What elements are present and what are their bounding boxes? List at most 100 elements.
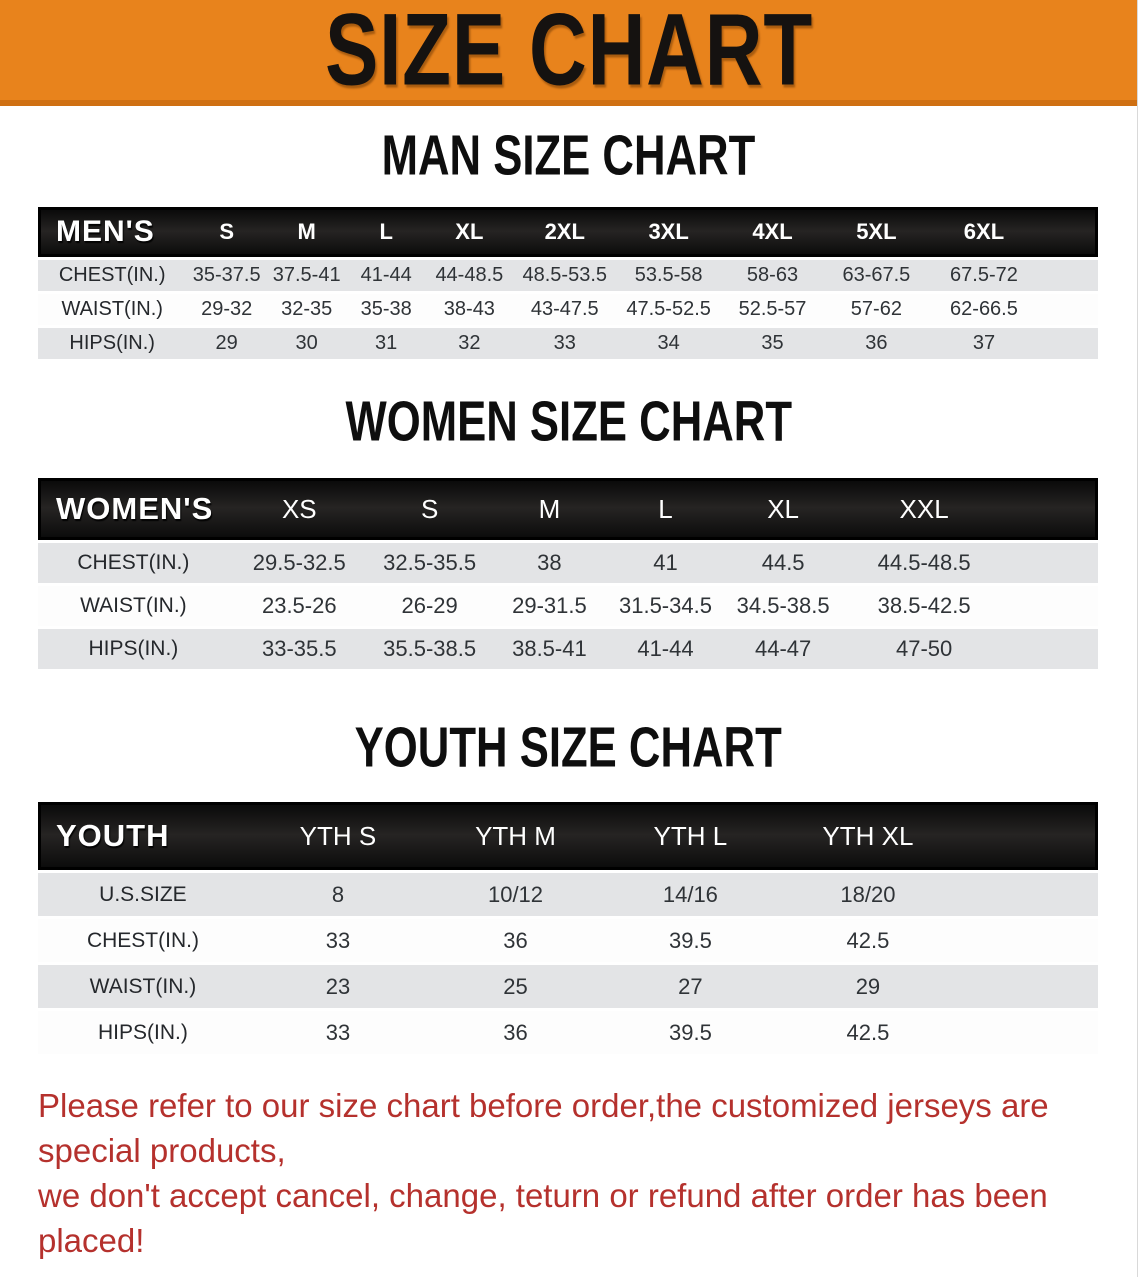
size-value-cell: 39.5 [668, 927, 712, 953]
youth-heading: YOUTH SIZE CHART [0, 716, 1137, 780]
size-value-cell: 47.5-52.5 [626, 298, 711, 320]
size-value-cell: 52.5-57 [738, 298, 807, 320]
header-row: YOUTH YTH S YTH M YTH L YTH XL [38, 802, 1098, 870]
size-value-cell: 42.5 [846, 927, 890, 953]
size-value-cell: 39.5 [668, 1019, 712, 1045]
filler-cell [958, 1011, 1098, 1054]
row-label: WAIST(IN.) [80, 594, 187, 617]
disclaimer-line-2: we don't accept cancel, change, teturn o… [38, 1177, 1048, 1259]
corner-label: WOMEN'S [38, 478, 229, 540]
size-value-cell: 23.5-26 [261, 593, 337, 618]
size-value-cell: 32.5-35.5 [383, 550, 477, 575]
corner-label: MEN'S [38, 207, 187, 257]
row-label: CHEST(IN.) [86, 928, 199, 952]
table-row: WAIST(IN.) 23 25 27 29 [38, 965, 1098, 1008]
section-men: MAN SIZE CHART MEN'S S M L XL 2XL 3XL 4XL 5XL 6XL… [0, 124, 1137, 362]
size-value-cell: 29 [215, 332, 238, 354]
row-label: HIPS(IN.) [88, 637, 179, 660]
size-value-cell: 27 [678, 973, 703, 999]
size-value-cell: 30 [295, 332, 318, 354]
filler-cell [1004, 586, 1098, 626]
filler-cell [958, 965, 1098, 1008]
size-value-cell: 14/16 [662, 881, 718, 907]
size-value-cell: 67.5-72 [950, 264, 1018, 286]
row-label: CHEST(IN.) [58, 264, 166, 286]
size-chart-sections: MAN SIZE CHART MEN'S S M L XL 2XL 3XL 4XL 5XL 6XL… [0, 124, 1137, 1057]
size-value-cell: 33 [325, 927, 351, 953]
size-value-cell: 41-44 [360, 264, 412, 286]
filler-cell [1004, 543, 1098, 583]
filler-cell [1004, 629, 1098, 669]
size-value-cell: 31 [375, 332, 398, 354]
size-value-cell: 42.5 [846, 1019, 890, 1045]
corner-label: YOUTH [38, 802, 248, 870]
table-row: CHEST(IN.) 35-37.5 37.5-41 41-44 44-48.5 48.5… [38, 260, 1098, 291]
size-column-header: 3XL [616, 207, 721, 257]
disclaimer: Please refer to our size chart before or… [38, 1083, 1101, 1263]
filler-cell [1003, 478, 1098, 540]
size-value-cell: 44-47 [754, 636, 812, 661]
size-value-cell: 29 [855, 973, 881, 999]
men-heading-text: MAN SIZE CHART [381, 124, 756, 188]
size-column-header: L [609, 478, 722, 540]
size-value-cell: 35-37.5 [192, 264, 261, 286]
filler-cell [1040, 328, 1098, 359]
size-value-cell: 35-38 [360, 298, 412, 320]
size-value-cell: 63-67.5 [842, 264, 911, 286]
row-label: WAIST(IN.) [61, 298, 163, 320]
size-column-header: M [266, 207, 347, 257]
size-value-cell: 37.5-41 [272, 264, 341, 286]
size-value-cell: 37 [972, 332, 996, 354]
filler-cell [958, 802, 1098, 870]
table-row: HIPS(IN.) 29 30 31 32 33 34 35 36 37 [38, 328, 1098, 359]
size-value-cell: 33 [553, 332, 576, 354]
table-row: CHEST(IN.) 33 36 39.5 42.5 [38, 919, 1098, 962]
size-value-cell: 44.5 [761, 550, 805, 575]
size-value-cell: 29.5-32.5 [252, 550, 346, 575]
size-value-cell: 10/12 [487, 881, 544, 907]
size-value-cell: 38.5-42.5 [877, 593, 971, 618]
size-column-header: YTH M [428, 802, 603, 870]
size-value-cell: 36 [503, 927, 528, 953]
filler-cell [1040, 260, 1098, 291]
size-value-cell: 57-62 [850, 298, 902, 320]
size-value-cell: 36 [503, 1019, 528, 1045]
size-value-cell: 36 [865, 332, 888, 354]
disclaimer-line-1: Please refer to our size chart before or… [38, 1087, 1049, 1169]
size-column-header: 4XL [720, 207, 825, 257]
row-label: HIPS(IN.) [98, 1020, 188, 1044]
table-row: HIPS(IN.) 33 36 39.5 42.5 [38, 1011, 1098, 1054]
section-women: WOMEN SIZE CHART WOMEN'S XS S M L XL XXL CHEST(… [0, 394, 1137, 672]
table-row: CHEST(IN.) 29.5-32.5 32.5-35.5 38 41 44.5 44.5… [38, 543, 1098, 583]
size-column-header: S [186, 207, 267, 257]
size-column-header: S [369, 478, 490, 540]
table-row: HIPS(IN.) 33-35.5 35.5-38.5 38.5-41 41-44 44-… [38, 629, 1098, 669]
size-value-cell: 32-35 [281, 298, 333, 320]
size-value-cell: 26-29 [401, 593, 458, 618]
size-value-cell: 35.5-38.5 [383, 636, 477, 661]
filler-cell [1040, 294, 1098, 325]
size-column-header: L [346, 207, 426, 257]
size-column-header: XXL [844, 478, 1004, 540]
size-value-cell: 44-48.5 [435, 264, 504, 286]
size-value-cell: 29-32 [201, 298, 253, 320]
page-title: SIZE CHART [324, 0, 813, 108]
row-label: WAIST(IN.) [89, 974, 197, 998]
table-row: WAIST(IN.) 23.5-26 26-29 29-31.5 31.5-34.5 34… [38, 586, 1098, 626]
section-youth: YOUTH SIZE CHART YOUTH YTH S YTH M YTH L YTH… [0, 716, 1137, 1057]
filler-cell [1039, 207, 1098, 257]
size-value-cell: 32 [458, 332, 481, 354]
size-value-cell: 33 [325, 1019, 351, 1045]
banner: SIZE CHART [0, 0, 1137, 106]
header-row: MEN'S S M L XL 2XL 3XL 4XL 5XL 6XL [38, 207, 1098, 257]
filler-cell [958, 873, 1098, 916]
size-value-cell: 38.5-41 [512, 636, 587, 661]
youth-heading-text: YOUTH SIZE CHART [354, 716, 783, 780]
size-column-header: YTH XL [777, 802, 959, 870]
men-heading: MAN SIZE CHART [0, 124, 1137, 188]
table-row: WAIST(IN.) 29-32 32-35 35-38 38-43 43-47.5 47.… [38, 294, 1098, 325]
size-column-header: 6XL [928, 207, 1040, 257]
size-value-cell: 29-31.5 [512, 593, 587, 618]
size-value-cell: 23 [325, 973, 351, 999]
